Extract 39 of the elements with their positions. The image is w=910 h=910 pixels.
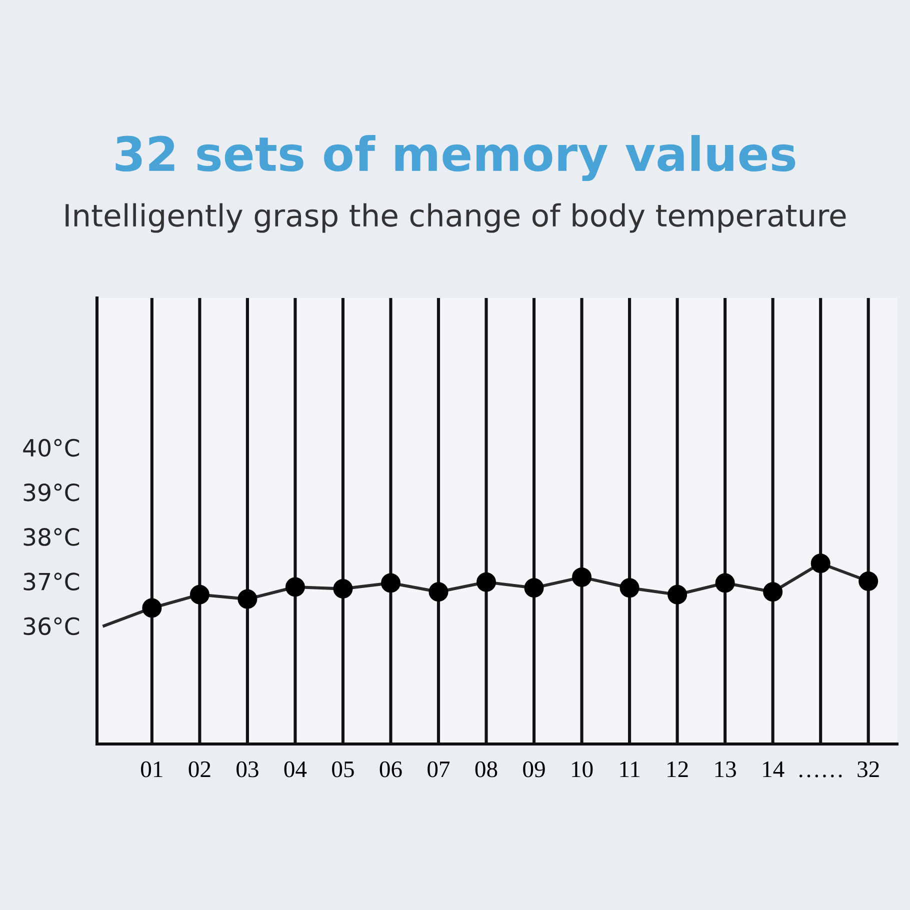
point xyxy=(668,584,688,604)
point xyxy=(333,579,353,599)
x-tick-label: 13 xyxy=(715,761,736,778)
point xyxy=(858,571,878,591)
point xyxy=(238,589,258,609)
x-tick-label: 03 xyxy=(236,761,258,778)
x-tick-label: 01 xyxy=(141,761,162,778)
point xyxy=(428,582,448,602)
y-tick-label: 39°C xyxy=(24,483,80,502)
point xyxy=(190,584,210,604)
x-tick-label: 11 xyxy=(620,761,640,778)
point xyxy=(476,572,496,592)
y-tick-label: 37°C xyxy=(24,572,80,591)
chart-subtitle: Intelligently grasp the change of body temperature xyxy=(66,203,846,233)
x-tick-label: 06 xyxy=(380,761,402,778)
point xyxy=(285,577,305,597)
x-tick-label: …… xyxy=(799,774,842,778)
point xyxy=(810,554,830,574)
x-tick-label: 14 xyxy=(763,761,784,778)
point xyxy=(380,573,400,593)
point xyxy=(715,573,735,593)
x-tick-label: 02 xyxy=(188,761,210,778)
chart-title: 32 sets of memory values xyxy=(116,134,796,182)
y-tick-label: 40°C xyxy=(23,438,80,457)
point xyxy=(524,578,544,598)
x-tick-label: 32 xyxy=(858,761,879,778)
point xyxy=(620,578,640,598)
point xyxy=(763,582,783,602)
x-tick-label: 07 xyxy=(428,761,450,778)
point xyxy=(142,598,162,618)
x-tick-label: 12 xyxy=(668,761,688,778)
point xyxy=(572,567,592,587)
y-tick-label: 36°C xyxy=(24,617,80,636)
x-tick-label: 09 xyxy=(523,761,545,778)
x-tick-label: 05 xyxy=(332,761,354,778)
y-tick-label: 38°C xyxy=(24,528,80,546)
x-tick-label: 10 xyxy=(572,761,593,778)
x-tick-label: 08 xyxy=(475,761,498,778)
x-tick-label: 04 xyxy=(284,761,307,778)
